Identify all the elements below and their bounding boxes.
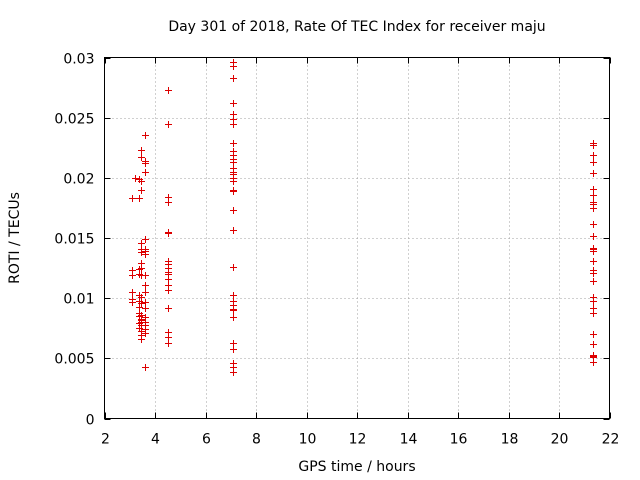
data-point bbox=[590, 258, 597, 265]
data-point bbox=[590, 159, 597, 166]
data-point bbox=[590, 152, 597, 159]
y-tick-label: 0 bbox=[86, 413, 95, 429]
data-point bbox=[230, 178, 237, 185]
data-point bbox=[230, 63, 237, 70]
data-point bbox=[230, 207, 237, 214]
data-point bbox=[230, 121, 237, 128]
data-point bbox=[590, 341, 597, 348]
data-point bbox=[230, 140, 237, 147]
data-point bbox=[142, 272, 149, 279]
data-point bbox=[590, 142, 597, 149]
x-tick-label: 4 bbox=[151, 432, 160, 448]
data-point bbox=[230, 75, 237, 82]
data-point bbox=[138, 265, 145, 272]
chart-title: Day 301 of 2018, Rate Of TEC Index for r… bbox=[168, 19, 545, 35]
y-tick-label: 0.025 bbox=[54, 112, 94, 128]
data-point bbox=[138, 187, 145, 194]
data-point bbox=[136, 195, 143, 202]
data-point bbox=[138, 300, 145, 307]
data-point bbox=[590, 359, 597, 366]
data-point bbox=[129, 299, 136, 306]
data-point bbox=[142, 330, 149, 337]
y-axis-label: ROTI / TECUs bbox=[7, 192, 23, 284]
data-point bbox=[138, 154, 145, 161]
data-points bbox=[129, 59, 597, 376]
data-point bbox=[165, 340, 172, 347]
data-point bbox=[590, 186, 597, 193]
data-point bbox=[230, 369, 237, 376]
data-point bbox=[136, 304, 143, 311]
data-point bbox=[142, 160, 149, 167]
ticks: 2 4 6 8 10 12 14 16 18 20 22 0 0.005 0.01 0.015 0.02 0.0… bbox=[54, 52, 619, 448]
data-point bbox=[138, 249, 145, 256]
data-point bbox=[230, 227, 237, 234]
x-tick-label: 22 bbox=[602, 432, 620, 448]
data-point bbox=[142, 251, 149, 258]
x-tick-label: 18 bbox=[501, 432, 519, 448]
data-point bbox=[230, 292, 237, 299]
data-point bbox=[142, 364, 149, 371]
data-point bbox=[590, 298, 597, 305]
y-tick-label: 0.005 bbox=[54, 352, 94, 368]
x-tick-label: 14 bbox=[400, 432, 418, 448]
data-point bbox=[142, 299, 149, 306]
y-tick-label: 0.02 bbox=[63, 172, 94, 188]
data-point bbox=[138, 147, 145, 154]
data-point bbox=[230, 314, 237, 321]
data-point bbox=[129, 195, 136, 202]
data-point bbox=[165, 230, 172, 237]
data-point bbox=[230, 159, 237, 166]
data-point bbox=[590, 192, 597, 199]
data-point bbox=[142, 289, 149, 296]
x-tick-label: 8 bbox=[252, 432, 261, 448]
y-tick-label: 0.01 bbox=[63, 292, 94, 308]
data-point bbox=[230, 100, 237, 107]
data-point bbox=[165, 305, 172, 312]
y-tick-label: 0.015 bbox=[54, 232, 94, 248]
data-point bbox=[132, 175, 139, 182]
data-point bbox=[129, 272, 136, 279]
data-point bbox=[590, 310, 597, 317]
data-point bbox=[165, 276, 172, 283]
data-point bbox=[165, 199, 172, 206]
x-tick-label: 20 bbox=[551, 432, 569, 448]
data-point bbox=[142, 305, 149, 312]
data-point bbox=[138, 294, 145, 301]
data-point bbox=[142, 236, 149, 243]
x-tick-label: 12 bbox=[349, 432, 367, 448]
x-tick-label: 2 bbox=[101, 432, 110, 448]
data-point bbox=[590, 170, 597, 177]
data-point bbox=[230, 188, 237, 195]
data-point bbox=[230, 340, 237, 347]
data-point bbox=[142, 132, 149, 139]
data-point bbox=[138, 240, 145, 247]
data-point bbox=[590, 278, 597, 285]
data-point bbox=[590, 331, 597, 338]
x-tick-label: 16 bbox=[450, 432, 468, 448]
data-point bbox=[230, 264, 237, 271]
data-point bbox=[142, 282, 149, 289]
data-point bbox=[590, 205, 597, 212]
data-point bbox=[165, 334, 172, 341]
x-tick-label: 6 bbox=[202, 432, 211, 448]
x-axis-label: GPS time / hours bbox=[298, 459, 415, 475]
data-point bbox=[142, 169, 149, 176]
data-point bbox=[138, 178, 145, 185]
data-point bbox=[590, 233, 597, 240]
data-point bbox=[138, 336, 145, 343]
y-tick-label: 0.03 bbox=[63, 52, 94, 68]
x-tick-label: 10 bbox=[299, 432, 317, 448]
data-point bbox=[129, 289, 136, 296]
data-point bbox=[230, 307, 237, 314]
data-point bbox=[165, 287, 172, 294]
data-point bbox=[230, 346, 237, 353]
data-point bbox=[165, 87, 172, 94]
grid bbox=[104, 57, 610, 419]
data-point bbox=[590, 270, 597, 277]
data-point bbox=[165, 121, 172, 128]
data-point bbox=[590, 248, 597, 255]
data-point bbox=[590, 221, 597, 228]
